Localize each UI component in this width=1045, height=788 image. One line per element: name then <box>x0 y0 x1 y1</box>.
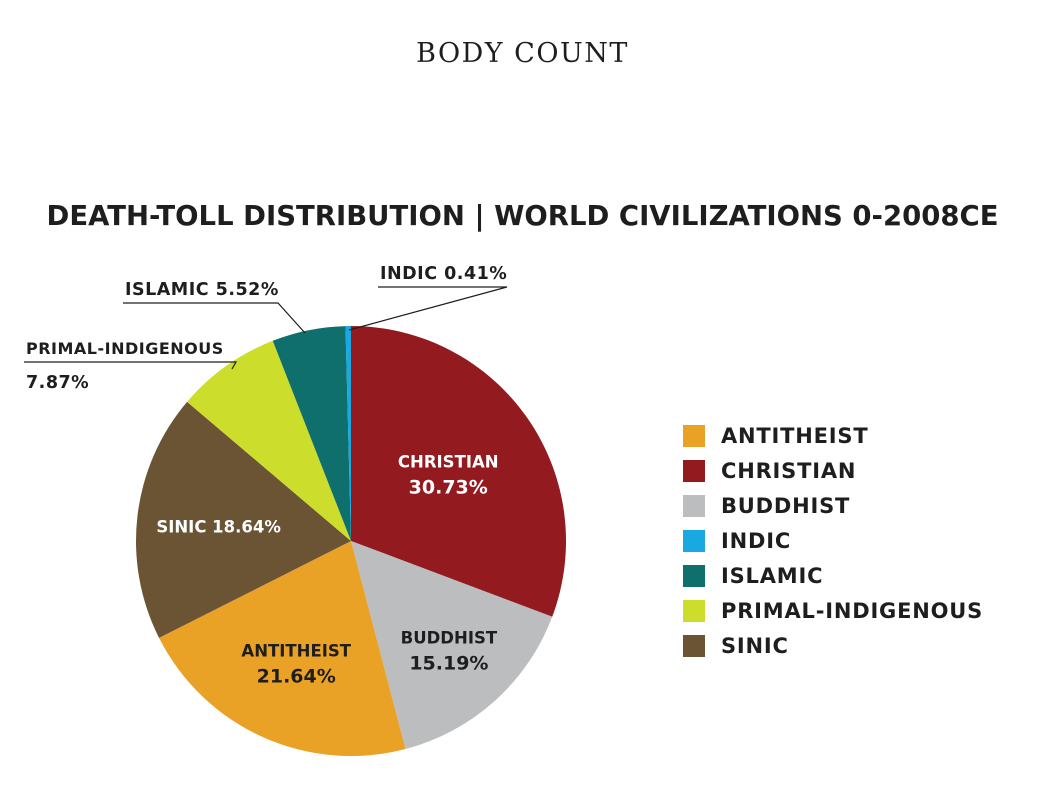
slice-label-christian: CHRISTIAN <box>398 453 499 472</box>
legend-item-antitheist: ANTITHEIST <box>683 418 983 453</box>
pie-slice-antitheist <box>159 541 406 756</box>
pie-slice-christian <box>351 326 567 617</box>
legend-item-christian: CHRISTIAN <box>683 453 983 488</box>
legend-swatch <box>683 529 705 552</box>
legend-label: PRIMAL-INDIGENOUS <box>721 598 984 623</box>
legend-label: BUDDHIST <box>721 493 851 518</box>
pie-slice-primal-indigenous <box>187 340 351 541</box>
chart-title: DEATH-TOLL DISTRIBUTION | WORLD CIVILIZA… <box>46 200 999 232</box>
legend-item-indic: INDIC <box>683 523 983 558</box>
callout-label-indic: INDIC 0.41% <box>380 264 507 284</box>
legend-swatch <box>683 634 705 657</box>
callout-label-primal-indigenous: PRIMAL-INDIGENOUS <box>26 339 224 358</box>
slice-label-buddhist: BUDDHIST <box>401 629 498 648</box>
slice-label-antitheist-value: 21.64% <box>257 666 336 688</box>
legend-label: ANTITHEIST <box>721 423 869 448</box>
legend-label: ISLAMIC <box>721 563 824 588</box>
legend-swatch <box>683 494 705 517</box>
callout-line-islamic <box>123 302 306 334</box>
legend-label: CHRISTIAN <box>721 458 857 483</box>
pie-slice-sinic <box>135 401 351 638</box>
callout-line-primal-indigenous <box>24 361 238 370</box>
legend-label: SINIC <box>721 633 789 658</box>
slice-label-christian-value: 30.73% <box>409 477 488 499</box>
slice-label-antitheist: ANTITHEIST <box>241 642 351 661</box>
callout-line-indic <box>348 286 508 331</box>
legend-item-sinic: SINIC <box>683 628 983 663</box>
legend-item-primal-indigenous: PRIMAL-INDIGENOUS <box>683 593 983 628</box>
legend-swatch <box>683 459 705 482</box>
page-supertitle: BODY COUNT <box>416 38 629 69</box>
legend-item-buddhist: BUDDHIST <box>683 488 983 523</box>
callout-label-islamic: ISLAMIC 5.52% <box>125 280 279 300</box>
chart-legend: ANTITHEIST CHRISTIAN BUDDHIST INDIC ISLAMIC P… <box>683 418 983 663</box>
pie-slice-indic <box>345 326 351 541</box>
pie-slice-islamic <box>272 326 351 541</box>
slice-label-buddhist-value: 15.19% <box>409 653 488 675</box>
slice-label-sinic: SINIC 18.64% <box>156 517 281 536</box>
legend-swatch <box>683 424 705 447</box>
pie-slice-buddhist <box>351 541 553 749</box>
legend-item-islamic: ISLAMIC <box>683 558 983 593</box>
callout-label-primal-indigenous-value: 7.87% <box>26 373 89 393</box>
legend-swatch <box>683 599 705 622</box>
legend-label: INDIC <box>721 528 792 553</box>
legend-swatch <box>683 564 705 587</box>
